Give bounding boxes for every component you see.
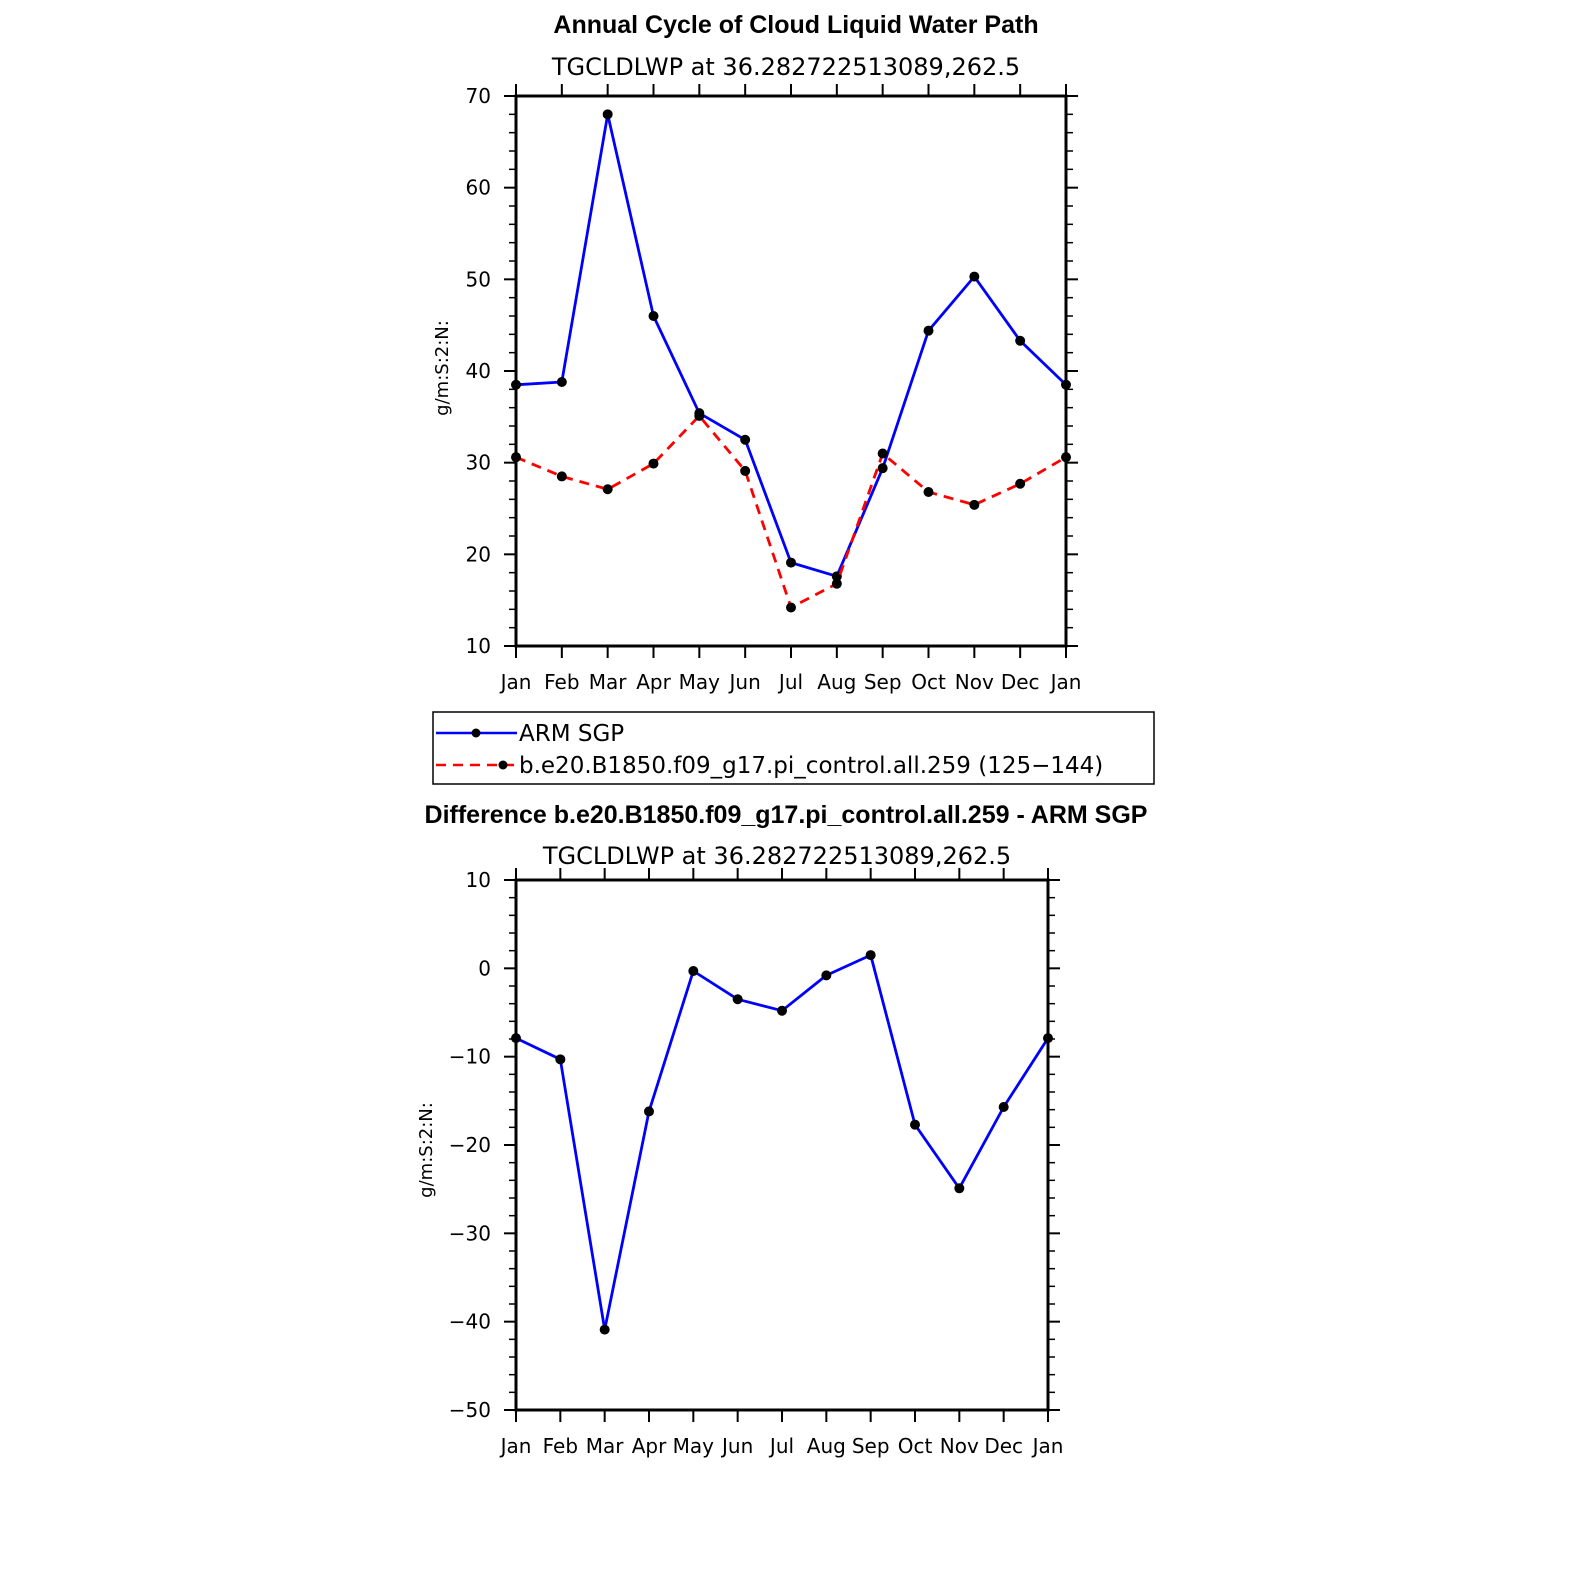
y-tick-label: 50 [466, 267, 491, 291]
data-point [1015, 335, 1026, 346]
chart2-plot: Jan Feb Mar Apr May Jun Jul Aug Sep Oct Nov Dec Jan−… [449, 868, 1064, 1458]
chart1-plot: Jan Feb Mar Apr May Jun Jul Aug Sep Oct Nov Dec Jan 1… [466, 84, 1082, 694]
data-point [740, 434, 751, 445]
legend-label-model: b.e20.B1850.f09_g17.pi_control.all.259 (… [519, 753, 1103, 779]
data-point [786, 602, 796, 613]
y-tick-label: 20 [466, 542, 491, 566]
y-tick-label: −50 [449, 1398, 491, 1422]
x-tick-label: Feb [544, 670, 579, 694]
chart1-subtitle: TGCLDLWP at 36.282722513089,262.5 [551, 53, 1020, 81]
series-line-0 [515, 112, 1067, 578]
x-tick-label: Dec [984, 1434, 1023, 1458]
y-tick-label: 0 [478, 956, 491, 980]
x-tick-label: Nov [955, 670, 994, 694]
x-tick-label: Aug [807, 1434, 846, 1458]
x-tick-label: Jan [499, 670, 532, 694]
x-tick-label: Oct [911, 670, 946, 694]
data-point [511, 452, 521, 463]
y-tick-label: −20 [449, 1133, 491, 1157]
y-tick-label: −30 [449, 1221, 491, 1245]
x-tick-label: Jul [777, 670, 803, 694]
chart2-title: Difference b.e20.B1850.f09_g17.pi_contro… [425, 801, 1148, 829]
data-point [1015, 478, 1026, 489]
data-point [648, 458, 659, 469]
x-tick-label: Jan [1049, 670, 1082, 694]
x-tick-label: Jun [720, 1434, 753, 1458]
y-tick-label: 40 [466, 359, 491, 383]
data-point [1061, 379, 1071, 390]
data-point [511, 1033, 521, 1044]
y-tick-label: 30 [466, 451, 491, 475]
data-point [555, 1054, 566, 1065]
x-tick-label: Sep [852, 1434, 890, 1458]
data-point [648, 311, 659, 321]
data-point [777, 1005, 787, 1016]
plot-frame [514, 878, 1050, 1412]
data-point [865, 950, 876, 961]
data-point [511, 379, 521, 390]
legend: ARM SGP b.e20.B1850.f09_g17.pi_control.a… [432, 711, 1155, 785]
data-point [998, 1102, 1009, 1113]
data-point [831, 578, 842, 589]
data-point [556, 471, 567, 482]
data-point [969, 271, 980, 282]
data-point [694, 410, 705, 421]
x-tick-label: Mar [586, 1434, 625, 1458]
legend-marker-model [498, 760, 508, 770]
x-tick-label: Jan [1031, 1434, 1064, 1458]
chart2-subtitle: TGCLDLWP at 36.282722513089,262.5 [542, 842, 1011, 870]
data-point [786, 557, 796, 568]
x-tick-label: May [679, 670, 721, 694]
x-tick-label: Jun [728, 670, 761, 694]
x-tick-label: May [673, 1434, 715, 1458]
data-point [1061, 452, 1071, 463]
y-tick-label: 60 [466, 176, 491, 200]
x-tick-label: Sep [864, 670, 902, 694]
data-point [740, 465, 751, 476]
x-tick-label: Aug [817, 670, 856, 694]
data-point [556, 377, 567, 387]
data-point [954, 1183, 965, 1194]
data-point [688, 965, 699, 976]
legend-label-arm-sgp: ARM SGP [519, 721, 624, 747]
data-point [1043, 1033, 1053, 1044]
y-tick-label: 10 [466, 634, 491, 658]
x-tick-label: Apr [636, 670, 671, 694]
data-point [821, 970, 832, 981]
x-tick-label: Dec [1001, 670, 1040, 694]
data-point [969, 499, 980, 510]
x-tick-label: Nov [940, 1434, 979, 1458]
y-tick-label: 10 [466, 868, 491, 892]
legend-marker-arm-sgp [471, 728, 481, 738]
data-point [877, 463, 888, 474]
x-tick-label: Mar [589, 670, 628, 694]
y-tick-label: −10 [449, 1045, 491, 1069]
data-point [644, 1106, 654, 1117]
chart2-ylabel: g/m:S:2:N: [416, 1102, 437, 1198]
data-point [599, 1324, 610, 1335]
chart1-ylabel: g/m:S:2:N: [432, 320, 453, 416]
data-point [923, 325, 934, 336]
x-tick-label: Feb [543, 1434, 578, 1458]
y-tick-label: 70 [466, 84, 491, 108]
data-point [602, 484, 613, 495]
x-tick-label: Jul [768, 1434, 794, 1458]
legend-frame [432, 711, 1155, 785]
series-line-1 [515, 414, 1067, 609]
y-tick-label: −40 [449, 1310, 491, 1334]
data-point [910, 1119, 920, 1130]
x-tick-label: Apr [632, 1434, 667, 1458]
data-point [732, 994, 743, 1005]
x-tick-label: Jan [499, 1434, 532, 1458]
data-point [602, 109, 613, 120]
data-point [923, 487, 934, 497]
data-point [877, 448, 888, 459]
chart1-title: Annual Cycle of Cloud Liquid Water Path [553, 11, 1038, 39]
x-tick-label: Oct [898, 1434, 933, 1458]
